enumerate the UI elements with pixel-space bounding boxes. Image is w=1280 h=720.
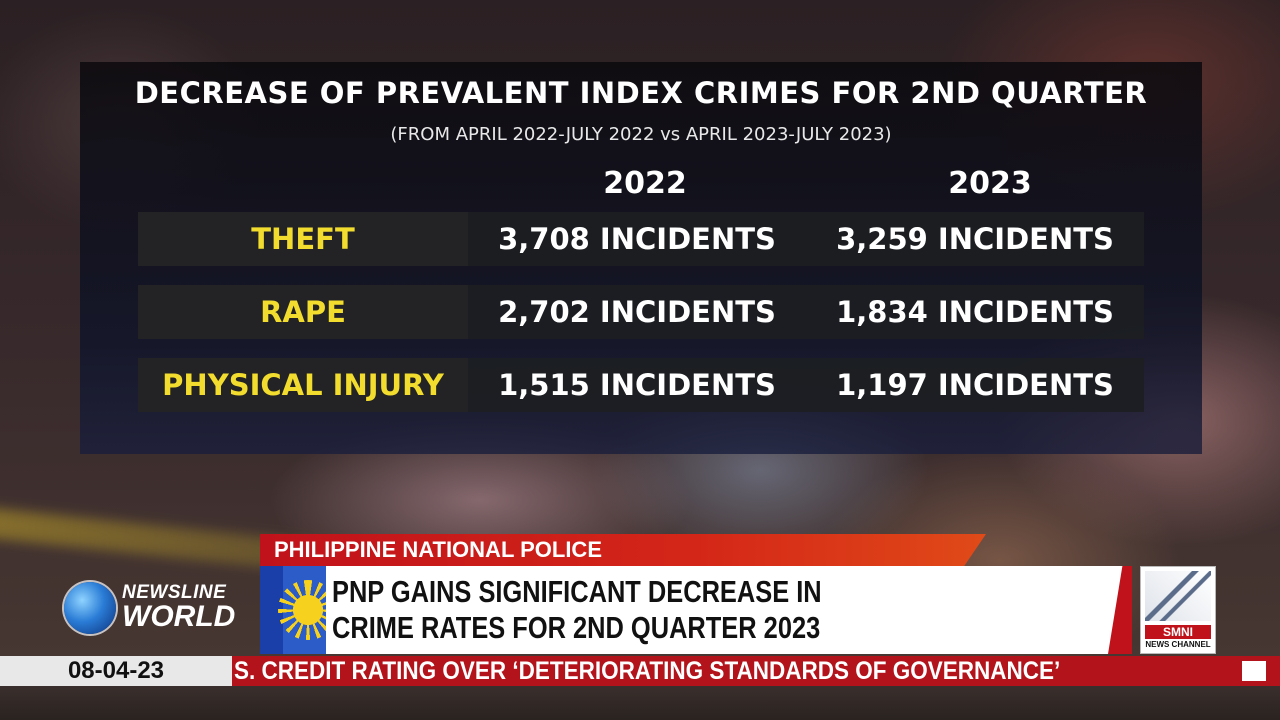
year-header-2023: 2023	[948, 166, 1032, 201]
incidents-2022: 2,702 INCIDENTS	[498, 295, 776, 329]
show-name-bottom: WORLD	[122, 600, 236, 633]
table-row: THEFT 3,708 INCIDENTS 3,259 INCIDENTS	[138, 212, 1144, 266]
panel-title: DECREASE OF PREVALENT INDEX CRIMES FOR 2…	[134, 76, 1148, 110]
bottom-strip	[0, 686, 1280, 720]
channel-name: SMNI	[1145, 625, 1211, 639]
show-name-top: NEWSLINE	[122, 582, 227, 603]
kicker-text: PHILIPPINE NATIONAL POLICE	[274, 537, 602, 562]
headline-line-1: PNP GAINS SIGNIFICANT DECREASE IN	[332, 574, 822, 609]
crime-label: PHYSICAL INJURY	[138, 358, 468, 412]
incidents-2022: 1,515 INCIDENTS	[498, 368, 776, 402]
headline-line-2: CRIME RATES FOR 2ND QUARTER 2023	[332, 610, 821, 645]
incidents-2022: 3,708 INCIDENTS	[498, 222, 776, 256]
headline: PNP GAINS SIGNIFICANT DECREASE IN CRIME …	[332, 574, 972, 646]
sun-icon	[278, 580, 326, 640]
crime-label: RAPE	[138, 285, 468, 339]
newsline-world-logo: NEWSLINE WORLD	[64, 580, 260, 636]
table-row: PHYSICAL INJURY 1,515 INCIDENTS 1,197 IN…	[138, 358, 1144, 412]
crime-stats-panel: DECREASE OF PREVALENT INDEX CRIMES FOR 2…	[80, 62, 1202, 454]
channel-subtitle: NEWS CHANNEL	[1145, 640, 1211, 649]
crime-label: THEFT	[138, 212, 468, 266]
smni-emblem-icon	[1145, 571, 1211, 621]
channel-logo: SMNI NEWS CHANNEL	[1140, 566, 1216, 654]
kicker-bar: PHILIPPINE NATIONAL POLICE	[260, 534, 986, 566]
ticker-text: S. CREDIT RATING OVER ‘DETERIORATING STA…	[234, 657, 1061, 685]
globe-icon	[64, 582, 116, 634]
incidents-2023: 1,197 INCIDENTS	[836, 368, 1114, 402]
panel-subtitle: (FROM APRIL 2022-JULY 2022 vs APRIL 2023…	[390, 124, 892, 145]
ticker-end-marker	[1242, 661, 1266, 681]
ticker-date: 08-04-23	[0, 656, 232, 686]
table-row: RAPE 2,702 INCIDENTS 1,834 INCIDENTS	[138, 285, 1144, 339]
year-header-2022: 2022	[603, 166, 687, 201]
incidents-2023: 3,259 INCIDENTS	[836, 222, 1114, 256]
headline-box: PNP GAINS SIGNIFICANT DECREASE IN CRIME …	[260, 566, 1132, 654]
incidents-2023: 1,834 INCIDENTS	[836, 295, 1114, 329]
ph-flag-icon	[260, 566, 326, 654]
news-ticker: S. CREDIT RATING OVER ‘DETERIORATING STA…	[232, 656, 1280, 686]
